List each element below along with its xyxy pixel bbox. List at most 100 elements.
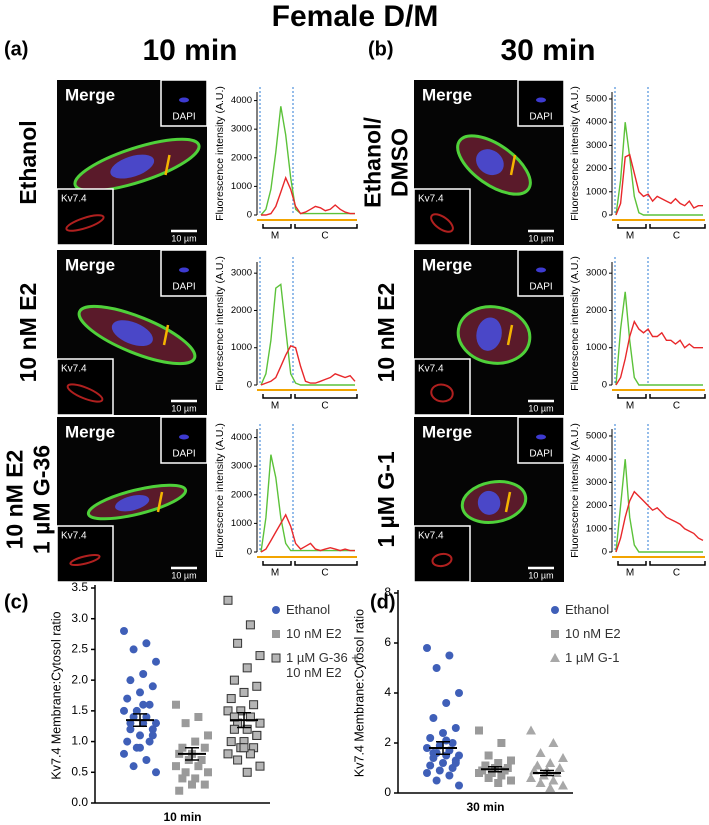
y-axis-label: Fluorescence intensity (A.U.) xyxy=(214,256,226,391)
line-scan xyxy=(162,324,170,346)
data-point xyxy=(475,769,483,777)
line-scan xyxy=(156,491,164,513)
error-bar xyxy=(133,713,147,727)
data-point xyxy=(455,781,463,790)
data-point xyxy=(129,645,138,654)
data-point xyxy=(204,731,212,740)
data-point xyxy=(136,743,144,752)
data-point xyxy=(136,688,144,697)
y-tick-label: 2000 xyxy=(586,163,607,174)
y-tick-label: 1.0 xyxy=(71,734,88,748)
data-point xyxy=(142,713,151,721)
data-point xyxy=(139,670,148,678)
kv-inset xyxy=(413,358,471,416)
y-axis-label: Fluorescence intensity (A.U.) xyxy=(569,86,581,221)
region-bracket xyxy=(262,224,358,229)
y-tick-label: 0 xyxy=(247,210,252,221)
y-tick-label: 8 xyxy=(384,585,391,599)
data-point xyxy=(271,653,281,663)
panel-label: (b) xyxy=(368,38,394,60)
data-point xyxy=(148,725,157,734)
merge-label: Merge xyxy=(422,422,472,441)
data-point xyxy=(272,630,280,638)
panel-label: (a) xyxy=(4,38,28,60)
region-label: C xyxy=(673,231,680,242)
data-point xyxy=(423,644,431,652)
data-point xyxy=(551,606,559,614)
y-tick-label: 3.0 xyxy=(71,611,88,625)
data-point xyxy=(123,737,132,746)
dapi-label: DAPI xyxy=(172,449,195,460)
y-axis-label: Fluorescence intensity (A.U.) xyxy=(569,423,581,558)
region-label: M xyxy=(626,568,634,579)
merge-label: Merge xyxy=(422,255,472,274)
row-label: Ethanol xyxy=(15,120,41,204)
y-tick-label: 4000 xyxy=(586,117,607,128)
region-label: C xyxy=(321,401,328,412)
region-label: M xyxy=(626,231,634,242)
row-label: 1 µM G-36 xyxy=(29,445,55,554)
y-tick-label: 2000 xyxy=(586,305,607,316)
y-tick-label: 6 xyxy=(384,635,391,649)
y-tick-label: 1000 xyxy=(586,186,607,197)
dapi-inset xyxy=(517,249,565,297)
data-point xyxy=(126,725,135,734)
profile-line xyxy=(615,291,703,386)
y-tick-label: 1000 xyxy=(231,181,252,192)
error-bar xyxy=(237,711,251,729)
dapi-nucleus xyxy=(179,267,189,273)
data-point xyxy=(558,780,568,790)
y-tick-label: 3000 xyxy=(586,477,607,488)
y-tick-label: 1000 xyxy=(231,342,252,353)
kv-label: Kv7.4 xyxy=(61,194,87,205)
data-point xyxy=(451,724,460,732)
data-point xyxy=(148,682,157,691)
y-tick-label: 0 xyxy=(247,380,252,391)
y-tick-label: 5000 xyxy=(586,430,607,441)
data-point xyxy=(145,737,154,746)
data-point xyxy=(526,725,536,735)
scale-label: 10 µm xyxy=(171,233,196,243)
region-bracket xyxy=(617,224,706,229)
data-point xyxy=(223,706,233,716)
data-point xyxy=(152,768,160,777)
y-tick-label: 1.5 xyxy=(71,703,88,717)
y-tick-label: 0 xyxy=(602,380,607,391)
data-point xyxy=(139,719,148,728)
data-point xyxy=(448,739,457,747)
profile-line xyxy=(260,283,355,386)
panel-label: (c) xyxy=(4,591,28,613)
data-point xyxy=(484,774,493,782)
data-point xyxy=(272,606,280,614)
row-label: Ethanol/ xyxy=(360,117,386,208)
y-axis-label: Fluorescence intensity (A.U.) xyxy=(569,256,581,391)
data-point xyxy=(120,706,128,715)
data-point xyxy=(494,759,503,767)
data-point xyxy=(126,676,135,685)
dapi-label: DAPI xyxy=(172,112,195,123)
region-label: C xyxy=(321,568,328,579)
nucleus xyxy=(476,317,502,351)
merge-label: Merge xyxy=(422,85,472,104)
data-point xyxy=(132,706,141,715)
profile-line xyxy=(615,459,703,553)
region-label: M xyxy=(271,401,279,412)
error-bar xyxy=(436,741,450,755)
data-point xyxy=(432,776,441,785)
row-label: DMSO xyxy=(387,128,413,197)
data-point xyxy=(432,664,441,672)
data-point xyxy=(451,759,460,767)
data-point xyxy=(194,713,203,721)
data-point xyxy=(129,762,138,771)
legend-label: 10 nM E2 xyxy=(286,626,342,641)
profile-line xyxy=(615,490,704,553)
kv-cell xyxy=(66,383,104,403)
data-point xyxy=(223,749,233,759)
data-point xyxy=(475,726,483,735)
figure-title: Female D/M xyxy=(272,0,439,33)
region-bracket xyxy=(617,561,706,566)
y-tick-label: 0 xyxy=(384,785,391,799)
data-point xyxy=(255,718,265,728)
data-point xyxy=(178,774,187,783)
